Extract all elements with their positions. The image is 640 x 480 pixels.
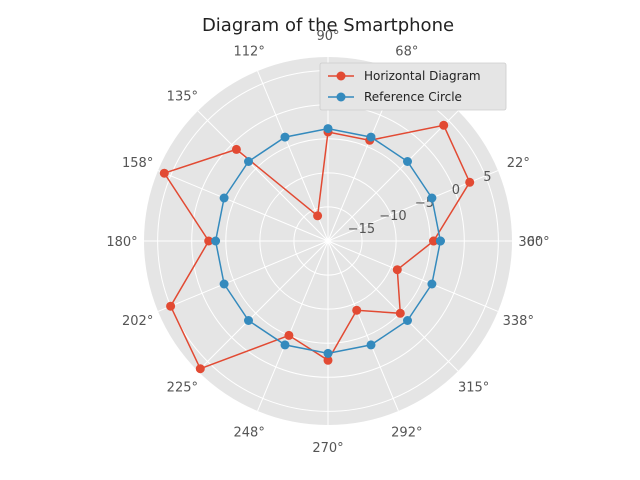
- series-layer: [159, 120, 475, 374]
- data-point-reference-circle-10: [244, 316, 253, 325]
- data-point-horizontal-diagram-7: [159, 168, 169, 178]
- r-tick-label-1: −10: [379, 209, 406, 224]
- data-point-reference-circle-16: [435, 236, 445, 246]
- data-point-reference-circle-15: [427, 279, 437, 289]
- data-point-horizontal-diagram-16: [429, 236, 439, 246]
- data-point-horizontal-diagram-6: [231, 144, 241, 154]
- data-point-horizontal-diagram-14: [395, 308, 405, 318]
- theta-grid-line-13: [327, 240, 399, 412]
- theta-tick-label-3: 68°: [395, 45, 418, 60]
- data-point-reference-circle-7: [219, 193, 229, 203]
- theta-tick-label-9: 202°: [122, 314, 153, 329]
- data-point-horizontal-diagram-11: [284, 330, 294, 340]
- theta-tick-label-10: 225°: [167, 381, 198, 396]
- theta-grid-line-10: [197, 240, 329, 372]
- data-point-reference-circle-1: [427, 193, 437, 203]
- theta-tick-label-15: 338°: [503, 314, 534, 329]
- data-point-horizontal-diagram-9: [166, 301, 176, 311]
- r-tick-label-0: −15: [348, 222, 375, 237]
- theta-grid-line-6: [197, 110, 329, 242]
- r-tick-labels: −15−10−505: [348, 170, 492, 237]
- legend-label-reference-circle: Reference Circle: [364, 90, 462, 104]
- theta-tick-label-16: 360°: [518, 235, 549, 250]
- data-point-reference-circle-8: [211, 236, 221, 246]
- data-point-reference-circle-12: [323, 348, 333, 358]
- theta-tick-label-14: 315°: [458, 381, 489, 396]
- data-point-reference-circle-9: [219, 279, 229, 289]
- data-point-reference-circle-2: [403, 157, 412, 166]
- r-tick-label-3: 0: [452, 183, 460, 198]
- data-point-reference-circle-14: [403, 316, 412, 325]
- theta-tick-label-5: 112°: [234, 45, 265, 60]
- theta-tick-label-4: 90°: [316, 29, 339, 44]
- data-point-horizontal-diagram-15: [392, 265, 402, 275]
- data-point-reference-circle-5: [280, 132, 290, 142]
- data-point-horizontal-diagram-13: [352, 305, 362, 315]
- data-point-reference-circle-11: [280, 340, 290, 350]
- theta-tick-label-7: 158°: [122, 156, 153, 171]
- data-point-horizontal-diagram-2: [439, 120, 449, 130]
- data-point-reference-circle-6: [244, 157, 253, 166]
- theta-tick-label-13: 292°: [391, 425, 422, 440]
- theta-grid-line-14: [327, 240, 459, 372]
- theta-grid-line-9: [157, 240, 329, 312]
- data-point-reference-circle-4: [323, 124, 333, 134]
- theta-grid-line-11: [257, 240, 329, 412]
- chart-title: Diagram of the Smartphone: [202, 15, 454, 36]
- data-point-horizontal-diagram-12: [323, 355, 333, 365]
- legend-marker-horizontal-diagram: [336, 71, 346, 81]
- data-point-horizontal-diagram-10: [195, 364, 205, 374]
- theta-tick-label-11: 248°: [234, 425, 265, 440]
- data-point-reference-circle-13: [366, 340, 376, 350]
- data-point-horizontal-diagram-1: [465, 177, 475, 187]
- data-point-reference-circle-3: [366, 132, 376, 142]
- theta-tick-label-0: 0°: [527, 235, 542, 250]
- data-point-horizontal-diagram-5: [313, 211, 323, 221]
- theta-tick-label-1: 22°: [507, 156, 530, 171]
- theta-grid-line-7: [157, 170, 329, 242]
- theta-tick-label-6: 135°: [167, 89, 198, 104]
- r-tick-label-4: 5: [483, 170, 491, 185]
- legend-label-horizontal-diagram: Horizontal Diagram: [364, 69, 481, 83]
- legend-marker-reference-circle: [336, 92, 346, 102]
- legend-box: [319, 62, 507, 111]
- theta-tick-label-8: 180°: [106, 235, 137, 250]
- theta-tick-label-12: 270°: [312, 441, 343, 456]
- data-point-horizontal-diagram-8: [204, 236, 214, 246]
- theta-grid-line-2: [327, 110, 459, 242]
- legend: Horizontal Diagram Reference Circle: [319, 62, 507, 111]
- theta-grid-line-15: [327, 240, 499, 312]
